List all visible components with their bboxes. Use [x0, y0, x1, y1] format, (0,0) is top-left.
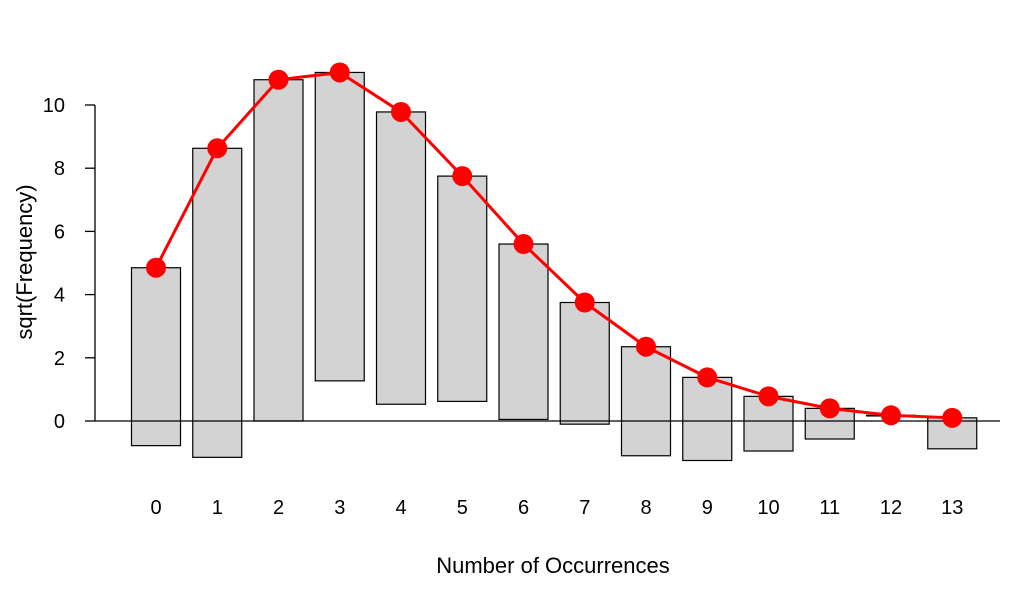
x-tick-label: 6 [518, 497, 529, 519]
x-tick-label: 13 [941, 497, 963, 519]
x-tick-label: 4 [395, 497, 406, 519]
bars-layer [130, 71, 978, 462]
fitted-point-1 [207, 138, 228, 159]
fitted-point-13 [942, 407, 963, 428]
bar-8 [620, 346, 672, 457]
x-tick-label: 3 [334, 497, 345, 519]
y-tick-label: 2 [54, 348, 65, 370]
bar-0 [130, 267, 182, 447]
x-tick-label: 12 [880, 497, 902, 519]
fitted-point-2 [268, 69, 289, 90]
fitted-point-10 [758, 386, 779, 407]
fitted-point-11 [819, 398, 840, 419]
fitted-point-3 [329, 62, 350, 83]
x-tick-label: 7 [579, 497, 590, 519]
y-tick-label: 4 [54, 285, 65, 307]
bar-9 [682, 376, 733, 462]
fitted-curve-layer [146, 62, 963, 428]
y-tick-label: 10 [43, 95, 65, 117]
y-axis: 0 2 4 6 8 10 [43, 95, 96, 433]
bar-7 [559, 301, 610, 425]
x-axis: 0 1 2 3 4 5 6 7 8 9 10 11 12 13 [150, 497, 963, 519]
bar-6 [498, 243, 549, 421]
fitted-line [154, 70, 953, 420]
x-tick-label: 5 [457, 497, 468, 519]
y-tick-label: 6 [54, 221, 65, 243]
x-tick-label: 8 [640, 497, 651, 519]
y-axis-title: sqrt(Frequency) [12, 184, 37, 339]
fitted-point-7 [574, 292, 595, 313]
x-tick-label: 1 [212, 497, 223, 519]
y-tick-label: 8 [54, 158, 65, 180]
fitted-point-0 [146, 257, 166, 278]
bar-4 [375, 111, 427, 405]
fitted-point-5 [452, 166, 473, 187]
fitted-point-4 [391, 101, 411, 122]
bar-2 [253, 79, 304, 422]
bar-3 [314, 71, 365, 382]
x-axis-title: Number of Occurrences [436, 553, 670, 578]
x-tick-label: 2 [273, 497, 284, 519]
fitted-point-6 [513, 234, 534, 255]
fitted-point-12 [881, 405, 901, 426]
x-tick-label: 9 [702, 497, 713, 519]
x-tick-label: 10 [757, 497, 779, 519]
bar-5 [437, 175, 488, 403]
x-tick-label: 11 [819, 497, 840, 519]
fitted-point-8 [636, 336, 656, 357]
bar-1 [192, 147, 243, 458]
y-tick-label: 0 [54, 411, 65, 433]
fitted-point-9 [697, 367, 718, 388]
x-tick-label: 0 [150, 497, 161, 519]
